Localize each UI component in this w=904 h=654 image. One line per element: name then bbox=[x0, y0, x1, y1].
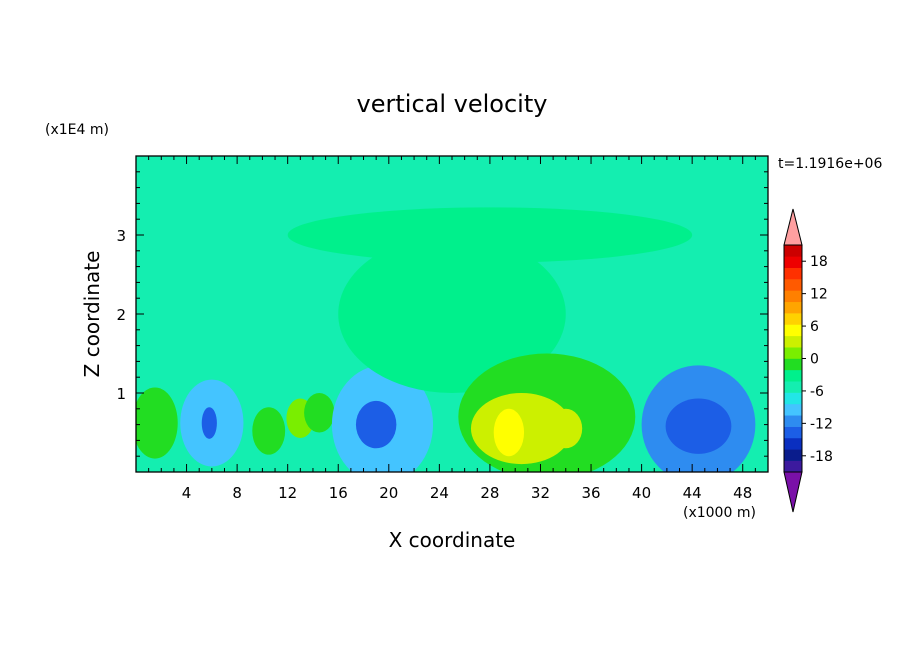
chart-title: vertical velocity bbox=[357, 90, 548, 118]
colorbar-bin bbox=[784, 256, 802, 268]
colorbar-bin bbox=[784, 347, 802, 359]
colorbar-tick-label: -12 bbox=[810, 416, 833, 432]
contour-feature-2 bbox=[201, 407, 217, 439]
colorbar-tick-label: 12 bbox=[810, 287, 828, 303]
contour-feature-14 bbox=[665, 398, 732, 454]
contour-features bbox=[136, 207, 756, 472]
x-tick-label: 28 bbox=[480, 484, 499, 502]
colorbar-bin bbox=[784, 358, 802, 371]
colorbar-over-triangle bbox=[783, 208, 803, 246]
x-tick-label: 40 bbox=[632, 484, 651, 502]
contour-feature-11 bbox=[493, 408, 525, 457]
colorbar-labels: 18 12 6 0 -6 -12 -18 bbox=[802, 254, 833, 465]
x-tick-label: 48 bbox=[733, 484, 752, 502]
x-axis-ticks: 4 8 12 16 20 24 28 32 36 40 44 48 bbox=[148, 156, 756, 502]
colorbar-tick-label: -18 bbox=[810, 449, 833, 465]
x-tick-label: 16 bbox=[329, 484, 348, 502]
x-tick-label: 24 bbox=[430, 484, 449, 502]
y-unit-label: (x1E4 m) bbox=[45, 122, 109, 138]
colorbar-tick-label: 18 bbox=[810, 254, 828, 270]
colorbar-under-triangle bbox=[783, 471, 803, 513]
colorbar-bin bbox=[784, 415, 802, 427]
colorbar-bin bbox=[784, 290, 802, 303]
contour-feature-3 bbox=[252, 407, 286, 455]
x-axis-label: X coordinate bbox=[389, 528, 516, 552]
y-tick-label: 3 bbox=[116, 227, 126, 245]
colorbar-bin bbox=[784, 335, 802, 348]
contour-feature-0 bbox=[136, 387, 178, 459]
colorbar-bin bbox=[784, 403, 802, 416]
x-tick-label: 4 bbox=[182, 484, 192, 502]
y-axis-ticks: 1 2 3 bbox=[116, 171, 768, 457]
colorbar-bin bbox=[784, 392, 802, 405]
contour-feature-5 bbox=[304, 393, 335, 433]
colorbar-bin bbox=[784, 313, 802, 325]
y-axis-label: Z coordinate bbox=[80, 251, 104, 378]
colorbar bbox=[783, 208, 803, 513]
colorbar-tick-label: 6 bbox=[810, 319, 819, 335]
colorbar-bin bbox=[784, 449, 802, 461]
contour-feature-15 bbox=[287, 207, 693, 263]
x-tick-label: 36 bbox=[581, 484, 600, 502]
colorbar-bin bbox=[784, 279, 802, 291]
contour-feature-7 bbox=[355, 400, 397, 449]
colorbar-bin bbox=[784, 324, 802, 337]
colorbar-bin bbox=[784, 426, 802, 439]
contour-feature-8 bbox=[338, 235, 566, 393]
y-tick-label: 1 bbox=[116, 385, 126, 403]
colorbar-bin bbox=[784, 301, 802, 314]
colorbar-tick-label: -6 bbox=[810, 384, 824, 400]
y-tick-label: 2 bbox=[116, 306, 126, 324]
plot-field bbox=[136, 156, 768, 472]
x-tick-label: 32 bbox=[531, 484, 550, 502]
colorbar-bin bbox=[784, 437, 802, 450]
time-label: t=1.1916e+06 bbox=[778, 156, 882, 172]
colorbar-bin bbox=[784, 245, 802, 257]
x-tick-label: 20 bbox=[379, 484, 398, 502]
x-tick-label: 44 bbox=[683, 484, 702, 502]
colorbar-bin bbox=[784, 369, 802, 382]
x-tick-label: 12 bbox=[278, 484, 297, 502]
contour-feature-12 bbox=[549, 408, 583, 449]
x-tick-label: 8 bbox=[232, 484, 242, 502]
colorbar-bin bbox=[784, 460, 802, 473]
colorbar-tick-label: 0 bbox=[810, 352, 819, 368]
colorbar-bin bbox=[784, 267, 802, 280]
x-unit-label: (x1000 m) bbox=[683, 505, 756, 521]
colorbar-bin bbox=[784, 381, 802, 393]
